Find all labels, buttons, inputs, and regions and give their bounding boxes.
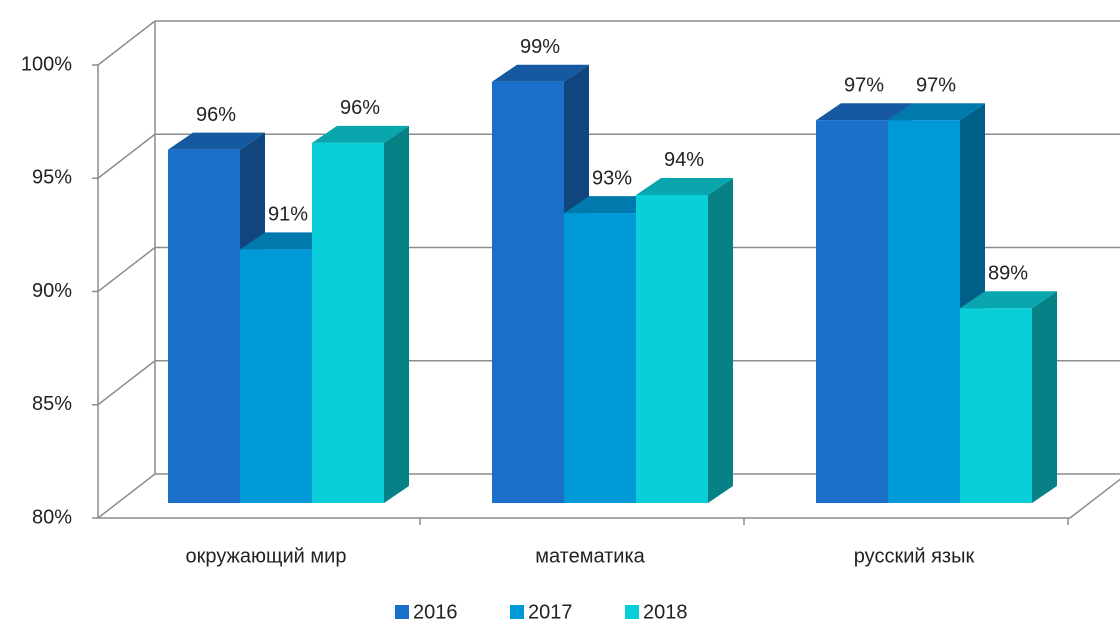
bar-front [816,120,888,503]
y-tick-label: 95% [32,167,72,189]
bar-top [492,64,589,82]
axis-line [1069,478,1120,519]
grid-line [97,133,156,179]
bar [960,291,1057,503]
bar [636,177,733,503]
data-label: 97% [844,74,884,96]
y-tick-label: 85% [32,393,72,415]
bar-top [312,125,409,143]
bar-side [708,177,733,503]
data-label: 96% [196,104,236,126]
data-label: 94% [664,149,704,171]
legend-swatch [625,605,639,619]
bar-side [384,125,409,504]
bar-front [168,149,240,503]
legend-label: 2017 [528,601,573,623]
data-label: 97% [916,74,956,96]
data-label: 93% [592,167,632,189]
grid-line [97,473,156,519]
bar-front [960,308,1032,503]
x-tick-label: математика [535,545,645,567]
bar-top [960,291,1057,309]
grid-line [97,360,156,406]
bar-top [168,132,265,150]
grid-line [97,20,156,66]
bar-front [492,81,564,504]
x-tick-label: окружающий мир [186,545,347,567]
legend-label: 2016 [413,601,458,623]
data-label: 96% [340,97,380,119]
bar-front [312,142,384,504]
data-label: 89% [988,262,1028,284]
bar-top [816,103,913,121]
bar-front [636,194,708,503]
x-tick-label: русский язык [854,545,975,567]
grid-line [97,246,156,293]
bar [312,125,409,504]
legend-swatch [510,605,524,619]
data-label: 99% [520,36,560,58]
bar-top [888,103,985,121]
bar-front [564,213,636,503]
y-tick-label: 90% [32,280,72,302]
bar-front [888,120,960,503]
y-tick-label: 100% [21,53,72,75]
data-label: 91% [268,204,308,226]
legend-label: 2018 [643,601,688,623]
legend-swatch [395,605,409,619]
bar-front [240,249,312,503]
bar-side [1032,291,1057,503]
bar-top [636,177,733,195]
y-tick-label: 80% [32,506,72,528]
